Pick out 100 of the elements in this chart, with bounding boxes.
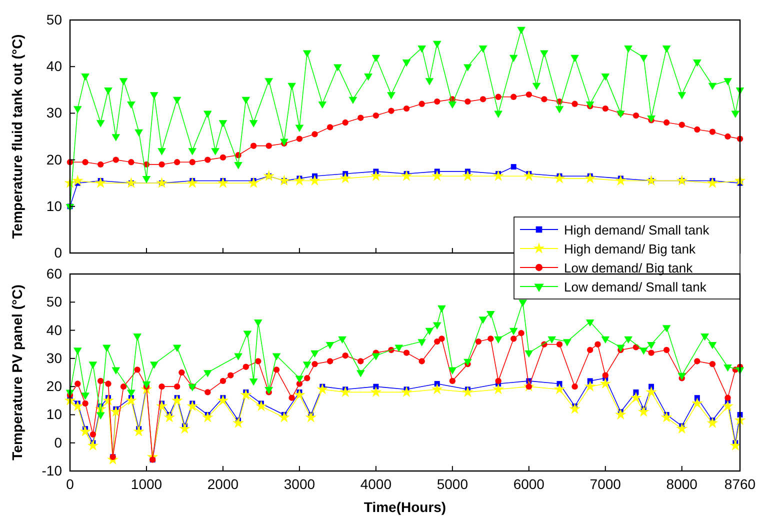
point [312,131,318,138]
point [706,177,718,188]
point [348,96,358,104]
point [494,336,502,344]
point [220,154,226,161]
point [158,148,166,156]
point [202,412,214,422]
point [584,172,596,184]
point [706,417,718,428]
point [142,176,151,184]
point [464,64,472,72]
legend-label: High demand/ Big tank [564,242,696,256]
point [342,352,348,359]
point [492,170,504,181]
point [164,412,176,422]
point [73,106,82,114]
point [272,353,281,360]
point [660,412,672,422]
point [425,78,434,86]
point [509,54,518,62]
point [326,358,334,364]
point [296,136,303,142]
point [663,346,670,354]
point [288,394,295,401]
point [708,82,717,90]
point [400,386,412,398]
point [724,78,732,86]
point [554,383,566,394]
point [572,100,578,107]
point [492,383,504,394]
point [495,94,502,100]
point [662,46,671,53]
point [87,440,99,450]
point [402,60,411,67]
point [264,386,274,394]
point [228,372,234,378]
x-tick-label: 4000 [360,476,392,492]
point [356,370,365,378]
point [256,400,267,412]
point [126,177,137,188]
point [694,395,700,401]
point [110,406,122,417]
point [220,378,226,384]
point [554,172,566,184]
point [648,350,654,356]
point [133,426,145,436]
point [179,422,190,434]
x-tick-label: 0 [66,476,74,492]
point [464,98,471,105]
y-tick-label: 0 [54,244,62,260]
point [204,110,212,118]
point [432,322,442,330]
y-tick-label: 20 [46,378,62,394]
point [102,344,111,352]
point [204,389,211,396]
point [128,159,134,166]
point [127,101,136,109]
point [418,46,426,53]
point [438,336,445,342]
point [400,170,412,181]
point [434,338,440,345]
point [431,383,443,394]
point [112,367,120,374]
point [495,378,502,384]
point [570,54,579,62]
y-tick-label: -10 [42,462,62,478]
point [316,383,328,394]
point [278,174,290,186]
point [134,366,140,373]
point [242,364,250,370]
point [478,316,488,324]
point [700,334,709,341]
point [624,46,632,53]
point [88,362,98,369]
point [602,372,608,378]
point [448,101,457,109]
x-tick-label: 8000 [666,476,698,492]
point [480,96,486,102]
point [295,124,304,132]
point [249,120,258,128]
point [340,172,352,184]
point [302,50,312,58]
point [372,54,380,62]
point [302,362,312,369]
point [94,177,106,188]
point [98,378,104,384]
point [249,378,258,386]
point [318,101,327,109]
y-tick-label: 0 [54,434,62,450]
point [523,170,535,181]
point [548,336,556,344]
point [509,328,518,336]
point [432,40,442,48]
y-tick-label: 10 [46,406,62,422]
y-tick-label: 40 [46,58,62,74]
point [126,394,137,406]
point [310,350,319,358]
point [80,426,91,436]
point [615,408,626,420]
point [254,319,262,327]
